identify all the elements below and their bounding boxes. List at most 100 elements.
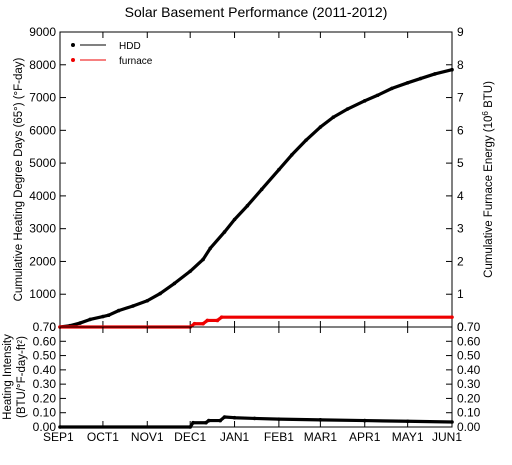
bottom-series-point-0 (188, 425, 192, 429)
top-series-point-0 (131, 304, 135, 308)
bottom-y2tick-label: 0.50 (457, 349, 481, 363)
top-y2tick-label: 9 (457, 25, 464, 39)
xtick-label: NOV1 (131, 430, 164, 444)
bottom-y2tick-label: 0.00 (457, 420, 481, 434)
top-series-point-0 (375, 93, 380, 98)
top-series-point-0 (362, 99, 367, 103)
xtick-label: MAY1 (392, 430, 424, 444)
bottom-series-point-0 (58, 425, 62, 429)
top-series-point-0 (259, 187, 264, 192)
legend-item-furnace: furnace (71, 56, 153, 67)
top-y2-axis-label: Cumulative Furnace Energy (106 BTU) (481, 81, 496, 278)
top-y2tick-label: 5 (457, 156, 464, 170)
top-series-point-0 (390, 86, 394, 91)
bottom-y2tick-label: 0.20 (457, 391, 481, 405)
bottom-series-point-0 (206, 418, 211, 423)
top-series-point-0 (158, 291, 162, 296)
bottom-y-axis-label-line1: Heating Intensity (2, 334, 14, 420)
bottom-series-point-0 (222, 415, 227, 419)
top-series-point-0 (208, 246, 213, 251)
top-series-point-0 (450, 67, 454, 72)
xtick-label: JAN1 (220, 430, 250, 444)
top-series-point-0 (116, 308, 121, 313)
top-ytick-label: 9000 (29, 25, 56, 39)
top-series-point-1 (450, 315, 454, 319)
top-series-point-1 (205, 318, 210, 323)
legend-label-hdd: HDD (119, 41, 141, 52)
top-series-point-0 (101, 314, 105, 319)
legend-marker-hdd (71, 43, 75, 47)
top-series-point-1 (215, 318, 220, 323)
top-series (58, 67, 454, 329)
top-ytick-label: 2000 (29, 254, 56, 268)
top-series-point-1 (219, 315, 224, 319)
top-y2tick-label: 4 (457, 189, 464, 203)
top-ytick-label: 6000 (29, 123, 56, 137)
top-series-point-1 (192, 321, 197, 326)
top-series-point-0 (201, 257, 205, 262)
bottom-ytick-label: 0.60 (33, 334, 57, 348)
bottom-ytick-label: 0.30 (33, 377, 57, 391)
bottom-series-point-0 (204, 420, 208, 425)
bottom-series-line-0 (58, 415, 454, 429)
top-ytick-label: 1000 (29, 287, 56, 301)
top-series-point-0 (277, 167, 281, 172)
legend-label-furnace: furnace (119, 56, 153, 67)
bottom-ytick-label: 0.00 (33, 420, 57, 434)
bottom-y2tick-label: 0.10 (457, 406, 481, 420)
top-series-point-1 (201, 321, 205, 326)
top-ytick-label: 7000 (29, 91, 56, 105)
top-series-point-0 (289, 153, 294, 157)
top-series-point-0 (145, 298, 150, 303)
bottom-series-point-0 (218, 418, 223, 423)
top-series-point-0 (331, 115, 336, 120)
top-y2tick-label: 3 (457, 222, 464, 236)
legend-item-hdd: HDD (71, 41, 141, 52)
top-series-point-0 (222, 230, 227, 234)
top-y-axis-label: Cumulative Heating Degree Days (65°) (°F… (13, 57, 25, 301)
top-y2tick-label: 1 (457, 287, 464, 301)
xtick-label: OCT1 (87, 430, 119, 444)
top-plot-frame (59, 31, 453, 328)
top-series-line-1 (58, 315, 454, 329)
legend-marker-furnace (71, 58, 75, 62)
bottom-y2tick-label: 0.60 (457, 334, 481, 348)
bottom-series-point-0 (191, 420, 195, 425)
bottom-series-point-0 (405, 419, 410, 424)
top-series-point-0 (405, 81, 410, 85)
bottom-panel: 0.00 0.000.10 0.100.20 0.200.30 0.300.40 0.40… (2, 320, 481, 444)
xtick-label: DEC1 (174, 430, 206, 444)
top-series-point-0 (245, 203, 250, 208)
top-series-point-0 (318, 125, 323, 129)
top-y2tick-label: 6 (457, 123, 464, 137)
bottom-series-point-0 (252, 416, 257, 421)
bottom-y2tick-label: 0.30 (457, 377, 481, 391)
top-series-point-0 (433, 72, 437, 76)
xtick-label: SEP1 (43, 430, 74, 444)
bottom-plot-frame (59, 326, 453, 428)
bottom-y-axis-label: Heating Intensity (BTU/°F-day-ft2) (2, 334, 28, 420)
top-ytick-label: 3000 (29, 222, 56, 236)
xtick-label: FEB1 (264, 430, 294, 444)
legend: HDD furnace (71, 41, 153, 67)
top-series-point-0 (172, 281, 177, 286)
chart-title: Solar Basement Performance (2011-2012) (125, 4, 388, 20)
xtick-label: JUN1 (432, 430, 462, 444)
xtick-label: APR1 (349, 430, 381, 444)
top-ytick-label: 4000 (29, 189, 56, 203)
bottom-ytick-label: 0.40 (33, 363, 57, 377)
top-ytick-label: 0 (49, 320, 56, 334)
top-series-point-0 (188, 269, 192, 274)
bottom-series-point-0 (232, 415, 237, 420)
bottom-y2tick-label: 0.70 (457, 320, 481, 334)
bottom-ytick-label: 0.70 (33, 320, 57, 334)
top-series-point-0 (418, 76, 423, 81)
top-ytick-label: 8000 (29, 58, 56, 72)
bottom-series (58, 415, 454, 429)
bottom-ytick-label: 0.20 (33, 391, 57, 405)
bottom-y2tick-label: 0.40 (457, 363, 481, 377)
bottom-y-axis-label-line2: (BTU/°F-day-ft2) (16, 336, 28, 418)
top-series-point-0 (345, 107, 350, 111)
top-y2tick-label: 0 (457, 320, 464, 334)
bottom-series-point-0 (277, 417, 281, 421)
